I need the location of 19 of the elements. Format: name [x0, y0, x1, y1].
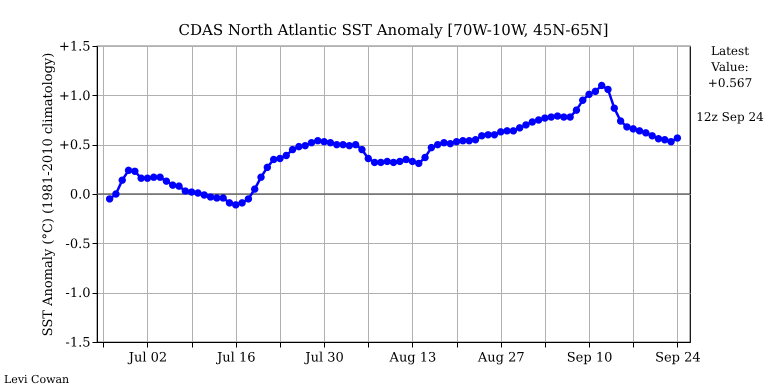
chart-title: CDAS North Atlantic SST Anomaly [70W-10W, 45N-65N]: [178, 21, 609, 39]
text: 12z Sep 24: [696, 110, 764, 124]
x-tick-label: Jul 02: [126, 350, 168, 366]
x-tick-label: Jul 16: [215, 350, 256, 366]
x-tick-label: Sep 24: [655, 350, 701, 366]
text: Levi Cowan: [4, 373, 70, 384]
y-tick-label: +1.5: [58, 40, 90, 54]
y-tick-label: 0.0: [70, 188, 90, 202]
x-tick-label: Aug 27: [476, 350, 525, 366]
text: Latest Value: +0.567: [708, 44, 752, 90]
y-tick-label: +1.0: [58, 88, 90, 104]
y-axis-title: SST Anomaly (°C) (1981-2010 climatology): [40, 52, 56, 336]
y-tick-label: -0.5: [65, 236, 90, 252]
y-tick-label: -1.0: [65, 286, 90, 302]
x-tick-label: Sep 10: [566, 350, 612, 366]
y-tick-label: -1.5: [65, 336, 90, 350]
x-tick-label: Aug 13: [388, 350, 436, 366]
x-tick-label: Jul 30: [303, 350, 344, 366]
y-tick-label: +0.5: [58, 138, 90, 154]
